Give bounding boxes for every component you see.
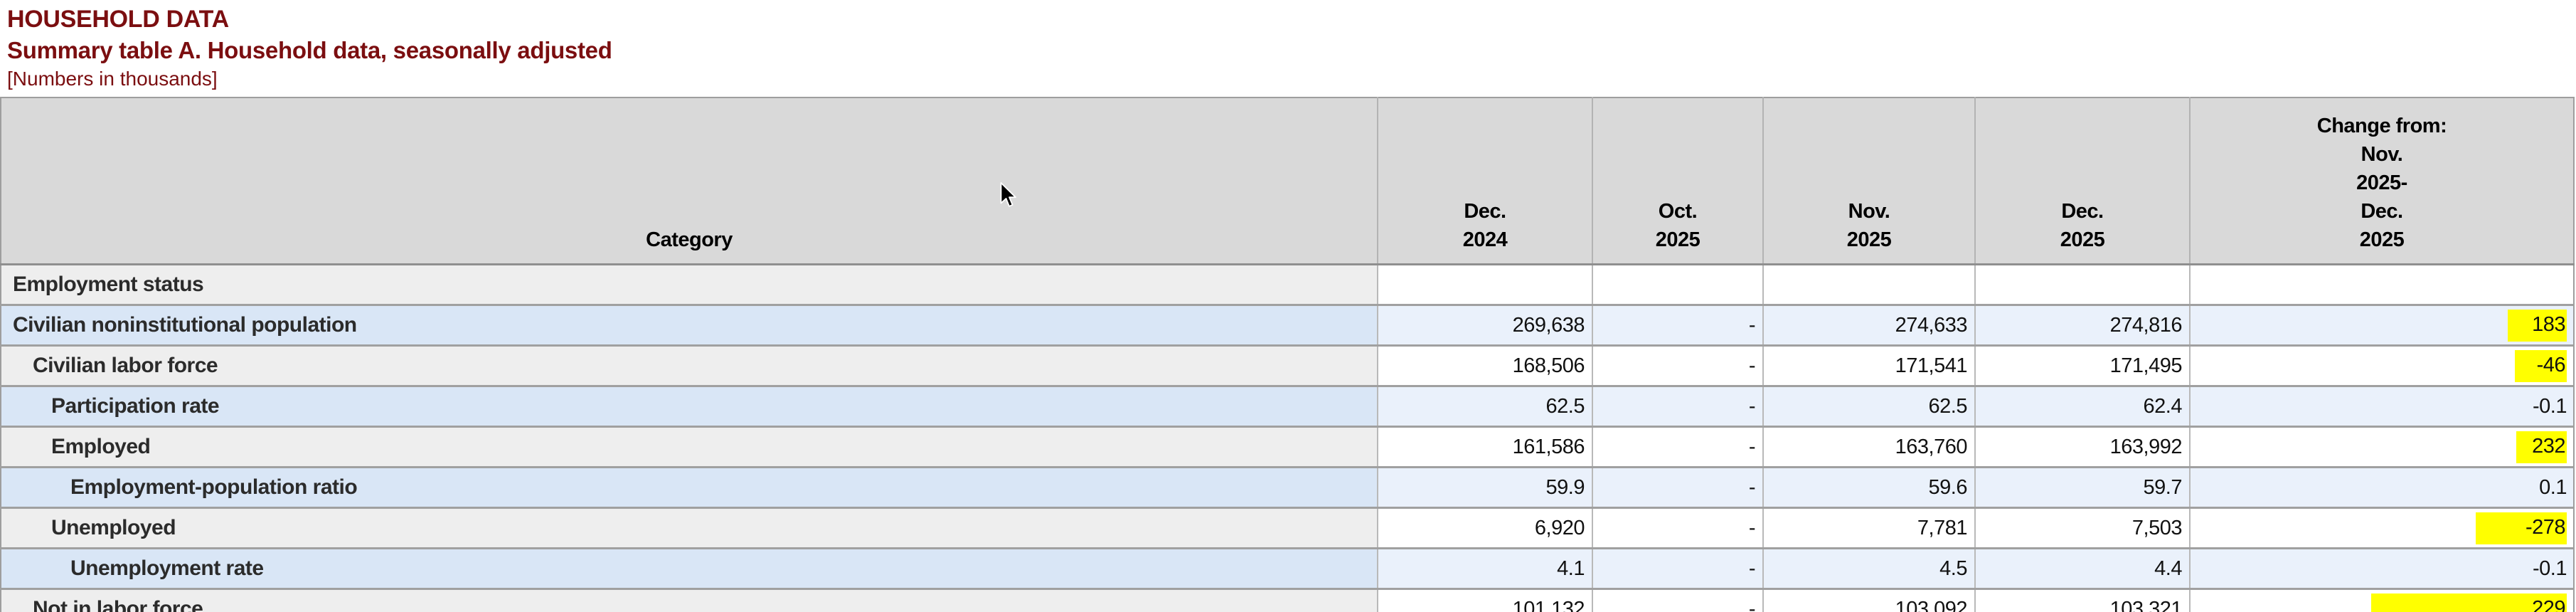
data-cell: 168,506 xyxy=(1377,344,1592,386)
year-label: 2024 xyxy=(1462,228,1508,251)
change-cell: 229 xyxy=(2189,588,2574,612)
column-header-nov-2025: Nov. 2025 xyxy=(1762,97,1975,265)
data-cell: 62.4 xyxy=(1974,385,2190,427)
data-cell: 7,781 xyxy=(1762,507,1975,549)
data-cell: - xyxy=(1592,344,1763,386)
data-cell: 59.9 xyxy=(1377,466,1592,508)
table-row: Employment status xyxy=(1,263,2574,305)
data-cell xyxy=(1592,263,1763,305)
data-cell xyxy=(1377,263,1592,305)
table-row: Civilian labor force 168,506 - 171,541 1… xyxy=(1,344,2574,386)
data-cell: 274,816 xyxy=(1974,304,2190,346)
data-cell: - xyxy=(1592,547,1763,589)
table-row: Employed 161,586 - 163,760 163,992 232 xyxy=(1,426,2574,468)
data-cell: 4.1 xyxy=(1377,547,1592,589)
month-label: Dec. xyxy=(1464,200,1506,223)
data-cell: 161,586 xyxy=(1377,426,1592,468)
change-header-line: Nov. xyxy=(2361,143,2403,166)
month-label: Oct. xyxy=(1658,200,1698,223)
highlighted-value: 229 xyxy=(2371,593,2567,612)
page-title: HOUSEHOLD DATA xyxy=(7,6,229,33)
change-header-line: 2025- xyxy=(2356,172,2407,194)
data-cell: - xyxy=(1592,466,1763,508)
page-subtitle: Summary table A. Household data, seasona… xyxy=(7,37,612,63)
row-label-employment-status: Employment status xyxy=(1,263,1378,305)
column-header-oct-2025: Oct. 2025 xyxy=(1592,97,1763,265)
data-cell: 62.5 xyxy=(1762,385,1975,427)
data-cell: - xyxy=(1592,385,1763,427)
data-cell xyxy=(1974,263,2190,305)
highlighted-value: -46 xyxy=(2515,349,2567,382)
change-cell: 0.1 xyxy=(2189,466,2574,508)
data-cell: - xyxy=(1592,588,1763,612)
data-cell: 274,633 xyxy=(1762,304,1975,346)
units-note: [Numbers in thousands] xyxy=(7,68,218,90)
row-label-civilian-noninstitutional-population: Civilian noninstitutional population xyxy=(1,304,1378,346)
row-label-unemployed: Unemployed xyxy=(1,507,1378,549)
data-cell: 62.5 xyxy=(1377,385,1592,427)
data-cell: 103,321 xyxy=(1974,588,2190,612)
data-cell: 4.5 xyxy=(1762,547,1975,589)
data-cell: 7,503 xyxy=(1974,507,2190,549)
highlighted-value: -278 xyxy=(2476,512,2567,544)
highlighted-value: 183 xyxy=(2508,309,2567,342)
data-cell: 59.7 xyxy=(1974,466,2190,508)
change-cell: -278 xyxy=(2189,507,2574,549)
data-cell xyxy=(1762,263,1975,305)
row-label-employed: Employed xyxy=(1,426,1378,468)
data-cell: 269,638 xyxy=(1377,304,1592,346)
row-label-participation-rate: Participation rate xyxy=(1,385,1378,427)
column-header-dec-2024: Dec. 2024 xyxy=(1377,97,1592,265)
month-label: Dec. xyxy=(2061,200,2104,223)
table-row: Unemployed 6,920 - 7,781 7,503 -278 xyxy=(1,507,2574,549)
data-cell: 4.4 xyxy=(1974,547,2190,589)
data-cell: 163,992 xyxy=(1974,426,2190,468)
data-cell: 171,495 xyxy=(1974,344,2190,386)
data-cell: 163,760 xyxy=(1762,426,1975,468)
data-cell: 171,541 xyxy=(1762,344,1975,386)
change-header-line: 2025 xyxy=(2359,228,2405,251)
highlighted-value: 232 xyxy=(2516,431,2567,463)
column-header-change: Change from: Nov. 2025- Dec. 2025 xyxy=(2189,97,2574,265)
household-data-table: Category Dec. 2024 Oct. 2025 Nov. 2025 D… xyxy=(0,97,2575,612)
year-label: 2025 xyxy=(2060,228,2105,251)
change-cell: 232 xyxy=(2189,426,2574,468)
column-header-dec-2025: Dec. 2025 xyxy=(1974,97,2190,265)
data-cell: 103,092 xyxy=(1762,588,1975,612)
row-label-employment-population-ratio: Employment-population ratio xyxy=(1,466,1378,508)
table-row: Participation rate 62.5 - 62.5 62.4 -0.1 xyxy=(1,385,2574,427)
change-cell xyxy=(2189,263,2574,305)
change-header-line: Dec. xyxy=(2361,200,2403,223)
data-cell: - xyxy=(1592,426,1763,468)
data-cell: 6,920 xyxy=(1377,507,1592,549)
change-header-line: Change from: xyxy=(2316,115,2447,137)
row-label-not-in-labor-force: Not in labor force xyxy=(1,588,1378,612)
data-cell: 59.6 xyxy=(1762,466,1975,508)
table-row: Not in labor force 101,132 - 103,092 103… xyxy=(1,588,2574,612)
data-cell: - xyxy=(1592,304,1763,346)
category-header-label: Category xyxy=(646,228,733,251)
table-row: Unemployment rate 4.1 - 4.5 4.4 -0.1 xyxy=(1,547,2574,589)
data-cell: - xyxy=(1592,507,1763,549)
title-block: HOUSEHOLD DATA Summary table A. Househol… xyxy=(0,0,2576,92)
table-row: Civilian noninstitutional population 269… xyxy=(1,304,2574,346)
change-cell: -0.1 xyxy=(2189,547,2574,589)
column-header-category: Category xyxy=(1,97,1378,265)
year-label: 2025 xyxy=(1846,228,1892,251)
row-label-civilian-labor-force: Civilian labor force xyxy=(1,344,1378,386)
change-cell: -46 xyxy=(2189,344,2574,386)
table-row: Employment-population ratio 59.9 - 59.6 … xyxy=(1,466,2574,508)
change-cell: -0.1 xyxy=(2189,385,2574,427)
data-cell: 101,132 xyxy=(1377,588,1592,612)
year-label: 2025 xyxy=(1655,228,1701,251)
row-label-unemployment-rate: Unemployment rate xyxy=(1,547,1378,589)
month-label: Nov. xyxy=(1848,200,1890,223)
change-cell: 183 xyxy=(2189,304,2574,346)
header-row: Category Dec. 2024 Oct. 2025 Nov. 2025 D… xyxy=(1,97,2574,265)
